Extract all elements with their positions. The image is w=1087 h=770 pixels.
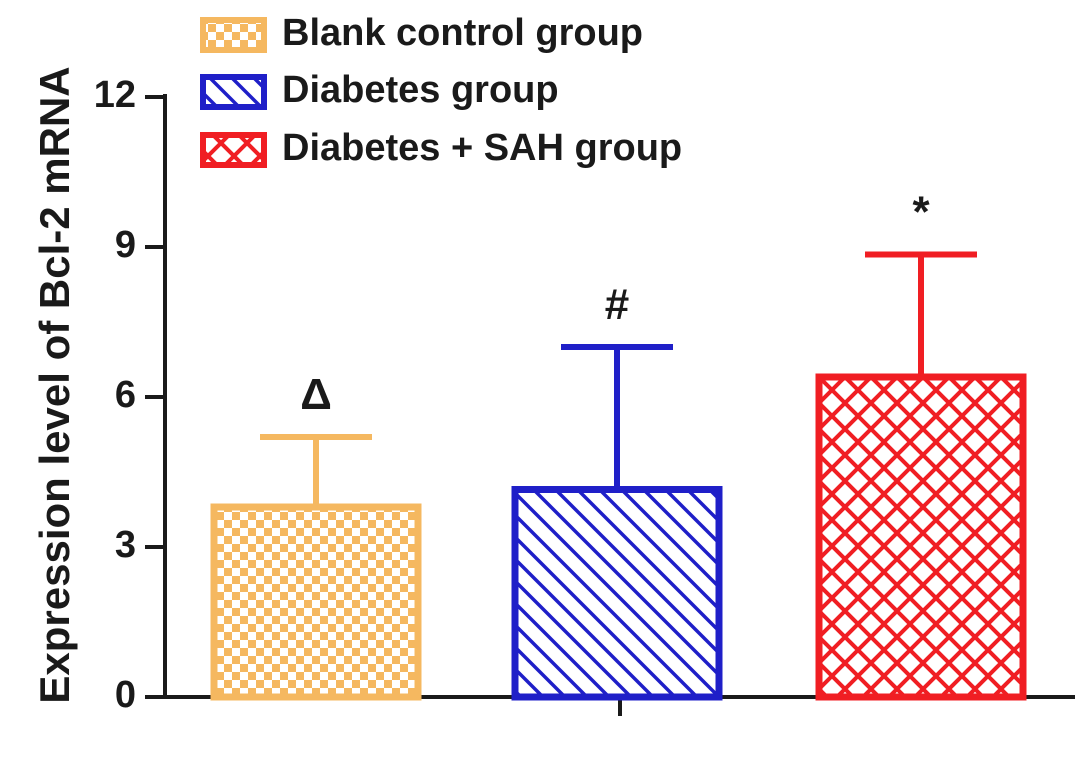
legend-label: Blank control group [282,12,643,54]
legend-swatch [200,74,267,110]
legend-swatch [200,17,267,53]
bars-group: Δ # * [210,188,1027,701]
legend-label: Diabetes + SAH group [282,127,682,169]
y-tick-label: 3 [115,524,136,566]
y-tick-label: 9 [115,224,136,266]
y-tick-label: 0 [115,674,136,716]
y-tick-label: 6 [115,374,136,416]
legend: Blank control group Diabetes group Diabete… [200,12,682,169]
significance-annotation: * [912,188,930,237]
y-axis-label: Expression level of Bcl-2 mRNA [31,66,78,703]
significance-annotation: Δ [300,370,332,419]
bar [511,486,723,701]
bar [210,503,422,701]
legend-swatch [200,132,267,168]
y-axis-ticks: 0 3 6 9 12 [94,74,165,716]
bar [815,373,1027,701]
significance-annotation: # [605,280,629,329]
y-tick-label: 12 [94,74,136,116]
legend-label: Diabetes group [282,69,559,111]
